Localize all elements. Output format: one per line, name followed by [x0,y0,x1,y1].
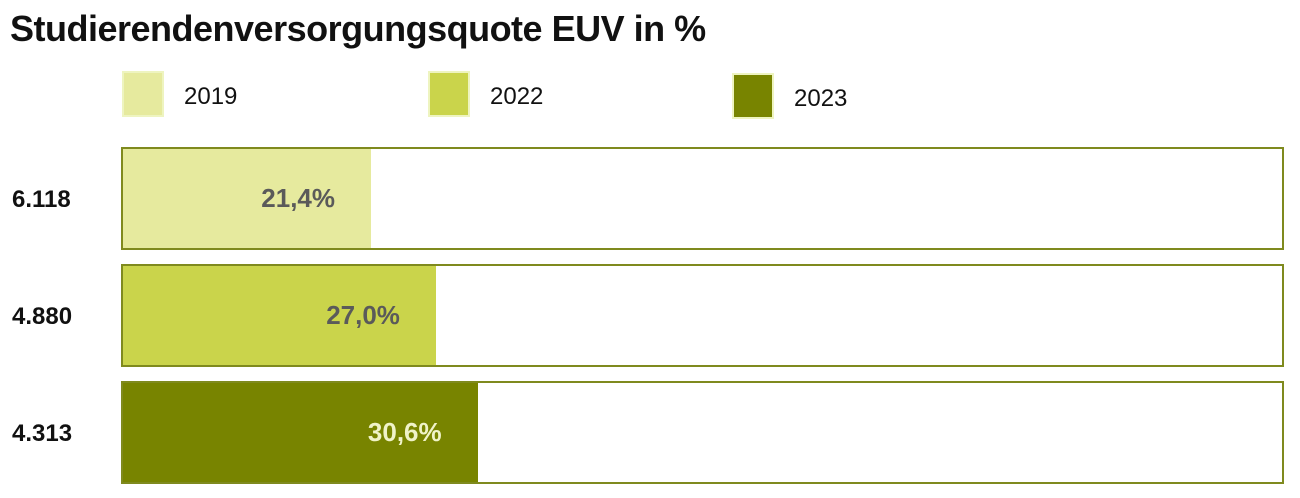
legend-label-2022: 2022 [490,83,544,110]
bar-2019 [123,149,372,248]
bar-frame-4880: 27,0% [121,264,1284,367]
category-label-6118: 6.118 [12,186,71,213]
legend-label-2019: 2019 [184,83,238,110]
bar-frame-6118: 21,4% [121,147,1284,250]
bar-value-label-2022: 27,0% [326,300,400,330]
legend-swatch-2023 [732,73,774,119]
bar-2022 [123,266,436,365]
legend-swatch-2019 [122,71,164,117]
legend-swatch-2022 [428,71,470,117]
category-label-4880: 4.880 [12,303,73,330]
bar-value-label-2023: 30,6% [367,417,442,447]
legend-label-2023: 2023 [794,85,848,112]
category-label-4313: 4.313 [12,420,73,447]
bar-2023 [123,383,478,482]
bar-frame-4313: 30,6% [121,381,1284,484]
bar-value-label-2019: 21,4% [261,183,336,213]
chart-title: Studierendenversorgungsquote EUV in % [10,8,706,49]
